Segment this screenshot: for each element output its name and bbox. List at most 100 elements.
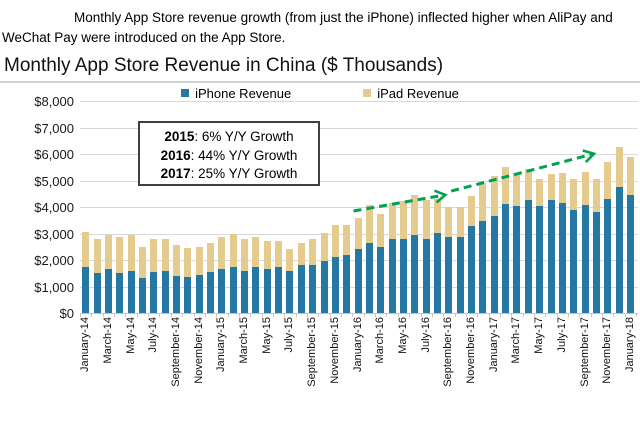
x-axis-tick <box>579 314 581 317</box>
bar-segment-ipad <box>161 238 169 272</box>
x-axis-label: November-15 <box>328 317 341 384</box>
bar-segment-iphone <box>161 271 169 313</box>
y-axis-label: $6,000 <box>34 147 74 162</box>
bar-segment-iphone <box>422 238 430 313</box>
chart-title: Monthly App Store Revenue in China ($ Th… <box>4 55 444 76</box>
bar-segment-ipad <box>82 231 90 268</box>
title-divider <box>0 81 640 83</box>
x-axis-label: July-16 <box>419 317 432 353</box>
x-axis-tick <box>193 314 195 317</box>
bar-segment-ipad <box>229 233 237 268</box>
bar-segment-iphone <box>252 267 260 313</box>
bar-segment-ipad <box>547 173 555 200</box>
bar-segment-iphone <box>297 265 305 313</box>
x-axis-tick <box>534 314 535 317</box>
x-axis-label: July-15 <box>283 317 296 353</box>
x-axis-tick <box>465 314 467 317</box>
bar-segment-ipad <box>172 244 180 276</box>
annotation-line-2017: 2017: 25% Y/Y Growth <box>160 166 298 181</box>
bar-segment-iphone <box>377 247 385 313</box>
x-axis-tick <box>545 314 547 317</box>
x-axis-label: March-15 <box>238 317 251 364</box>
bar-segment-ipad <box>343 224 351 255</box>
bar-segment-iphone <box>502 203 510 313</box>
bar-segment-iphone <box>82 267 90 313</box>
bar-segment-ipad <box>615 147 623 188</box>
legend-item-ipad: iPad Revenue <box>363 85 459 101</box>
bar-segment-ipad <box>434 199 442 233</box>
x-axis-tick <box>454 314 456 317</box>
bar-segment-ipad <box>411 195 419 235</box>
x-axis-tick <box>556 314 558 317</box>
bar-segment-ipad <box>184 248 192 278</box>
x-axis-tick <box>125 314 127 317</box>
growth-annotation-box: 2015: 6% Y/Y Growth 2016: 44% Y/Y Growth… <box>138 121 320 186</box>
x-axis-tick <box>216 314 218 317</box>
bar-segment-iphone <box>241 270 249 313</box>
bar-segment-iphone <box>116 272 124 313</box>
gridline <box>80 313 638 314</box>
x-axis-tick <box>386 314 388 317</box>
x-axis-tick <box>341 314 343 317</box>
x-axis-tick <box>568 314 570 317</box>
x-axis-tick <box>204 314 206 317</box>
x-axis-tick <box>307 314 308 317</box>
bar-segment-iphone <box>365 242 373 313</box>
bar-segment-ipad <box>331 224 339 257</box>
x-axis-tick <box>261 314 263 317</box>
bar-segment-iphone <box>127 270 135 313</box>
bar-segment-ipad <box>207 242 215 272</box>
bar-segment-iphone <box>172 275 180 313</box>
x-axis-tick <box>602 314 604 317</box>
x-axis-label: November-14 <box>192 317 205 384</box>
bar-segment-iphone <box>604 199 612 313</box>
x-axis-label: November-16 <box>465 317 478 384</box>
x-axis-tick <box>511 314 513 317</box>
bar-segment-ipad <box>570 179 578 211</box>
x-axis-label: November-17 <box>601 317 614 384</box>
bar-segment-iphone <box>195 275 203 313</box>
y-axis-label: $8,000 <box>34 94 74 109</box>
chart-page: { "caption": { "text": "Monthly App Stor… <box>0 8 640 428</box>
bar-segment-iphone <box>558 203 566 313</box>
x-axis-label: May-15 <box>260 317 273 354</box>
bar-segment-iphone <box>320 260 328 313</box>
x-axis-tick <box>431 314 433 317</box>
bar-segment-ipad <box>138 247 146 278</box>
x-axis-tick <box>182 314 184 317</box>
x-axis-tick <box>409 314 411 317</box>
x-axis-tick <box>329 314 331 317</box>
x-axis-label: September-17 <box>578 317 591 387</box>
bar-segment-iphone <box>138 277 146 313</box>
y-axis-label: $5,000 <box>34 173 74 189</box>
bar-segment-ipad <box>468 195 476 226</box>
x-axis-label: January-18 <box>623 317 636 373</box>
x-axis-tick <box>499 314 501 317</box>
x-axis-label: May-17 <box>533 317 546 354</box>
bar-segment-ipad <box>502 167 510 204</box>
bar-segment-ipad <box>252 236 260 268</box>
x-axis-label: September-14 <box>169 317 182 387</box>
bar-segment-ipad <box>626 156 634 196</box>
annotation-line-2016: 2016: 44% Y/Y Growth <box>160 147 298 163</box>
bar-segment-iphone <box>592 211 600 313</box>
x-axis-label: September-16 <box>442 317 455 387</box>
x-axis-tick <box>148 314 150 317</box>
x-axis-tick <box>159 314 161 317</box>
bar-segment-iphone <box>286 270 294 313</box>
x-axis-tick <box>420 314 422 317</box>
x-axis-tick <box>375 314 377 317</box>
x-axis-tick <box>136 314 138 317</box>
bar-segment-ipad <box>263 240 271 269</box>
bar-segment-ipad <box>365 205 373 243</box>
bar-segment-iphone <box>388 239 396 313</box>
bar-segment-iphone <box>581 205 589 313</box>
x-axis-label: July-17 <box>555 317 568 353</box>
bar-segment-iphone <box>479 220 487 313</box>
y-axis-label: $0 <box>59 306 74 321</box>
legend-label-iphone: iPhone Revenue <box>195 85 292 101</box>
bar-segment-iphone <box>468 225 476 313</box>
x-axis-tick <box>488 314 490 317</box>
y-axis-label: $1,000 <box>34 279 74 295</box>
x-axis-tick <box>295 314 297 317</box>
